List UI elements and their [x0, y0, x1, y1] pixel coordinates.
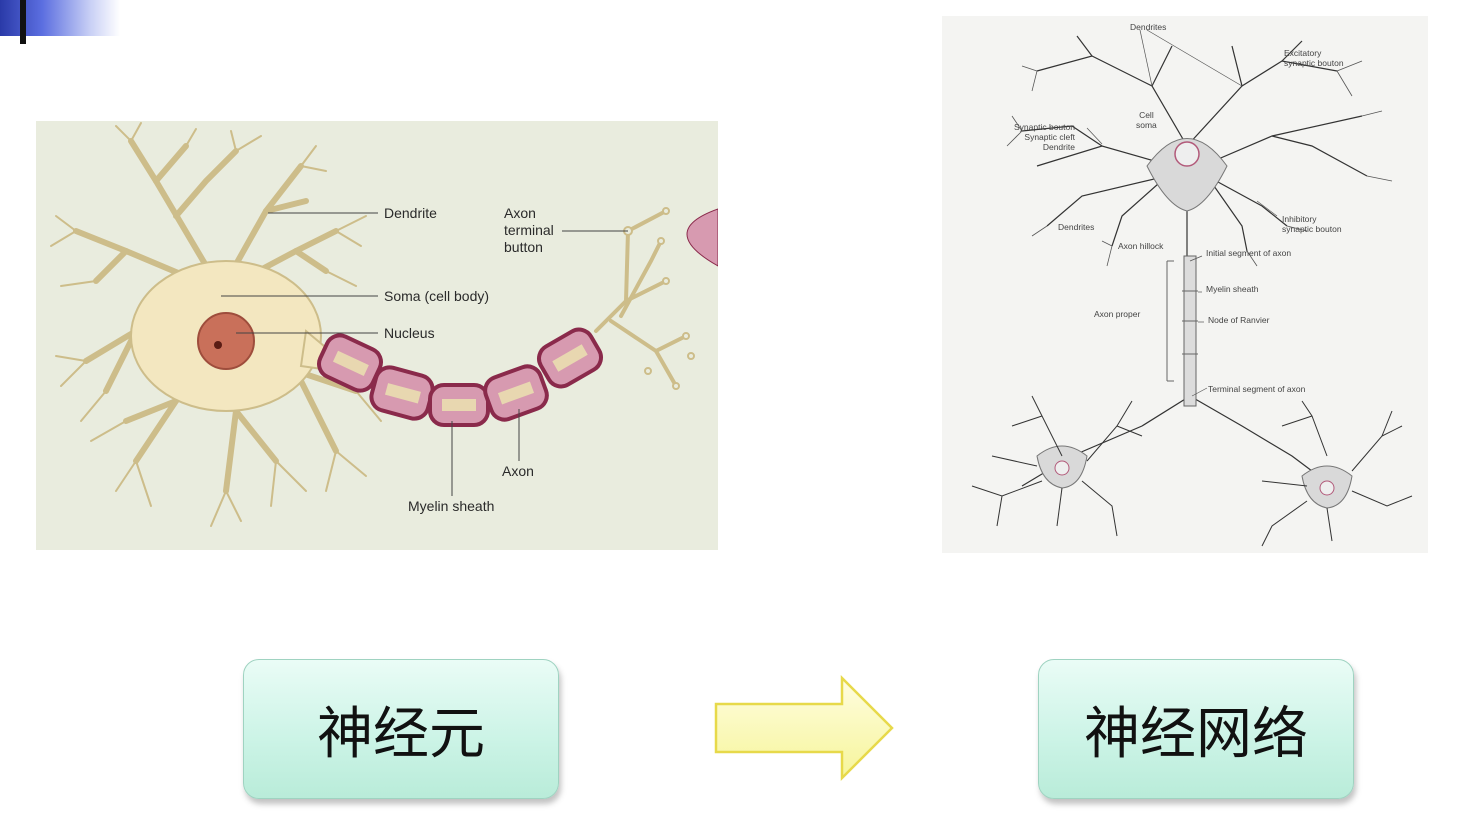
neuron-diagram: Dendrite Axon terminal button Soma (cell…	[36, 121, 718, 550]
right-arrow-icon	[714, 674, 894, 782]
label-axon-terminal-button: Axon terminal button	[504, 205, 554, 255]
label-axon: Axon	[502, 463, 534, 479]
title-accent-bar	[20, 0, 26, 44]
label-cell-soma: Cell soma	[1136, 110, 1157, 130]
label-axon-proper: Axon proper	[1094, 309, 1141, 319]
label-myelin-sheath: Myelin sheath	[408, 498, 495, 514]
label-dendrite: Dendrite	[384, 205, 437, 221]
label-dendrites-left: Dendrites	[1058, 222, 1095, 232]
label-inhibitory-bouton: Inhibitory synaptic bouton	[1282, 214, 1342, 234]
label-dendrites-top: Dendrites	[1130, 22, 1167, 32]
title-accent-gradient	[0, 0, 120, 36]
neuron-illustration	[50, 122, 718, 527]
network-illustration	[971, 29, 1413, 547]
label-soma: Soma (cell body)	[384, 288, 490, 304]
label-nucleus: Nucleus	[384, 325, 435, 341]
label-excitatory-bouton: Excitatory synaptic bouton	[1284, 48, 1344, 68]
neural-network-diagram: Dendrites Excitatory synaptic bouton Cel…	[942, 16, 1428, 553]
caption-neuron: 神经元	[243, 659, 559, 799]
label-initial-segment: Initial segment of axon	[1206, 248, 1292, 258]
label-myelin-sheath-small: Myelin sheath	[1206, 284, 1259, 294]
label-node-of-ranvier: Node of Ranvier	[1208, 315, 1270, 325]
label-axon-hillock: Axon hillock	[1118, 241, 1164, 251]
label-synaptic-group: Synaptic bouton Synaptic cleft Dendrite	[1014, 122, 1075, 152]
label-terminal-segment: Terminal segment of axon	[1208, 384, 1306, 394]
caption-neural-network: 神经网络	[1038, 659, 1354, 799]
